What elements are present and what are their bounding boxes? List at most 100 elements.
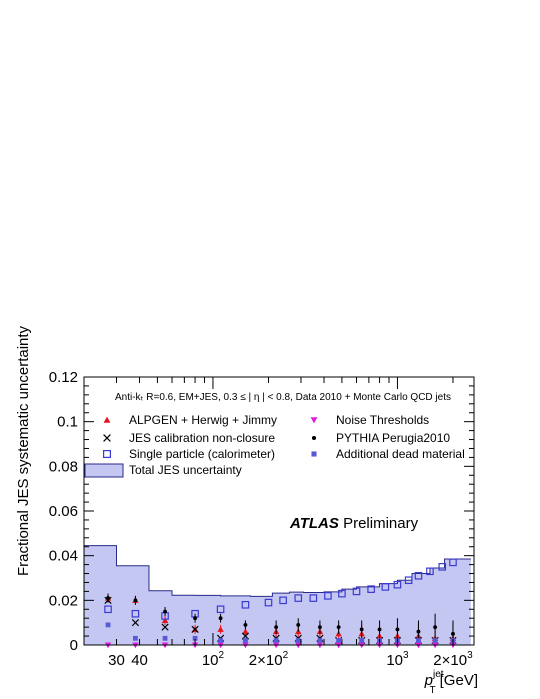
data-point xyxy=(274,625,279,630)
data-point xyxy=(161,623,169,631)
data-point xyxy=(105,622,111,628)
x-tick-label-base: 10 xyxy=(202,652,219,669)
legend-marker xyxy=(311,435,317,441)
legend-band-swatch xyxy=(84,463,124,478)
data-point xyxy=(106,596,110,601)
legend-label: JES calibration non-closure xyxy=(129,431,275,445)
data-point xyxy=(296,622,301,627)
y-tick-label: 0.08 xyxy=(49,458,78,475)
data-point xyxy=(193,616,197,621)
data-point xyxy=(217,626,224,632)
data-point xyxy=(243,622,248,627)
legend-entry-3: Total JES uncertainty xyxy=(84,463,242,478)
data-point xyxy=(163,609,167,614)
legend-label: Single particle (calorimeter) xyxy=(129,447,275,461)
data-point-b xyxy=(131,619,140,627)
x-tick-label: 2×103 xyxy=(433,650,473,669)
data-point xyxy=(359,638,365,643)
legend-label: Total JES uncertainty xyxy=(129,463,242,477)
x-tick-label: 30 xyxy=(108,652,125,669)
data-point-b xyxy=(161,623,169,631)
data-point xyxy=(131,619,140,627)
band-fill xyxy=(84,545,471,645)
legend: ALPGEN + Herwig + Jimmy JES calibration n… xyxy=(84,413,465,478)
data-point xyxy=(359,627,364,632)
data-point xyxy=(336,638,342,643)
data-point xyxy=(416,629,421,634)
y-tick-label: 0.12 xyxy=(49,369,78,386)
data-point xyxy=(414,571,423,580)
legend-entry-2: Single particle (calorimeter) xyxy=(102,447,275,461)
data-point xyxy=(192,635,198,641)
legend-label: Additional dead material xyxy=(336,447,465,461)
atlas-label-bold: ATLAS xyxy=(289,515,339,532)
data-point xyxy=(317,625,322,630)
data-point xyxy=(218,616,223,621)
data-point xyxy=(393,580,402,589)
y-axis: 0 0.02 0.04 0.06 0.08 0.1 0.12 xyxy=(49,369,474,654)
atlas-label: ATLAS Preliminary xyxy=(289,515,419,532)
data-point xyxy=(162,635,168,641)
legend-entry-6: Additional dead material xyxy=(311,447,465,461)
series-4 xyxy=(106,593,455,645)
x-axis-label-p: p xyxy=(424,672,433,689)
data-point xyxy=(295,638,301,643)
data-point xyxy=(241,600,250,609)
data-point xyxy=(279,596,287,605)
legend-label: Noise Thresholds xyxy=(336,413,429,427)
y-tick-label: 0.04 xyxy=(49,548,78,565)
y-tick-label: 0.1 xyxy=(57,414,78,431)
data-point xyxy=(161,617,169,623)
data-point xyxy=(381,583,390,591)
legend-marker xyxy=(103,434,111,442)
data-point xyxy=(426,567,434,576)
x-tick-label-exp: 2 xyxy=(283,650,289,661)
data-point xyxy=(416,638,421,643)
legend-entry-0: ALPGEN + Herwig + Jimmy xyxy=(103,413,277,427)
data-point xyxy=(317,638,323,643)
data-point xyxy=(432,638,438,643)
data-point xyxy=(104,605,112,614)
data-point xyxy=(243,638,248,643)
x-tick-label-exp: 3 xyxy=(467,650,473,661)
x-tick-label: 2×102 xyxy=(249,650,289,669)
data-point xyxy=(294,594,303,602)
legend-label: PYTHIA Perugia2010 xyxy=(336,431,450,445)
x-tick-label: 102 xyxy=(202,650,225,669)
data-point xyxy=(131,609,140,618)
legend-marker-b xyxy=(103,434,111,442)
x-tick-label-base: 2×10 xyxy=(249,652,283,669)
x-tick-label-base: 30 xyxy=(108,652,125,669)
data-point xyxy=(191,625,199,633)
legend-entry-5: PYTHIA Perugia2010 xyxy=(311,431,450,445)
legend-marker xyxy=(310,417,318,424)
y-tick-label: 0.06 xyxy=(49,503,78,520)
legend-entry-4: Noise Thresholds xyxy=(310,413,429,427)
x-axis-label: pjet T [GeV] xyxy=(424,669,478,696)
x-tick-label-exp: 3 xyxy=(403,650,409,661)
legend-entry-1: JES calibration non-closure xyxy=(103,431,275,445)
x-axis: 30 40 102 2×102 103 2×103 xyxy=(83,377,473,669)
legend-marker xyxy=(102,450,111,459)
data-point-b xyxy=(191,625,199,633)
data-point xyxy=(242,628,249,635)
x-tick-label-base: 2×10 xyxy=(433,652,467,669)
data-point xyxy=(338,589,346,598)
data-point xyxy=(216,605,225,614)
x-tick-label-exp: 2 xyxy=(219,650,225,661)
data-point xyxy=(324,592,332,600)
x-axis-label-sub: T xyxy=(430,685,436,696)
x-axis-label-sup: jet xyxy=(432,669,444,680)
x-tick-label-base: 40 xyxy=(131,652,148,669)
data-point xyxy=(404,576,413,585)
data-point xyxy=(336,625,341,630)
x-axis-label-unit: [GeV] xyxy=(440,672,478,689)
data-point xyxy=(133,598,138,603)
legend-marker xyxy=(311,451,317,457)
y-tick-label: 0 xyxy=(70,637,78,654)
x-tick-label: 40 xyxy=(131,652,148,669)
data-point xyxy=(133,635,138,641)
y-tick-label: 0.02 xyxy=(49,592,78,609)
data-point xyxy=(309,594,318,602)
